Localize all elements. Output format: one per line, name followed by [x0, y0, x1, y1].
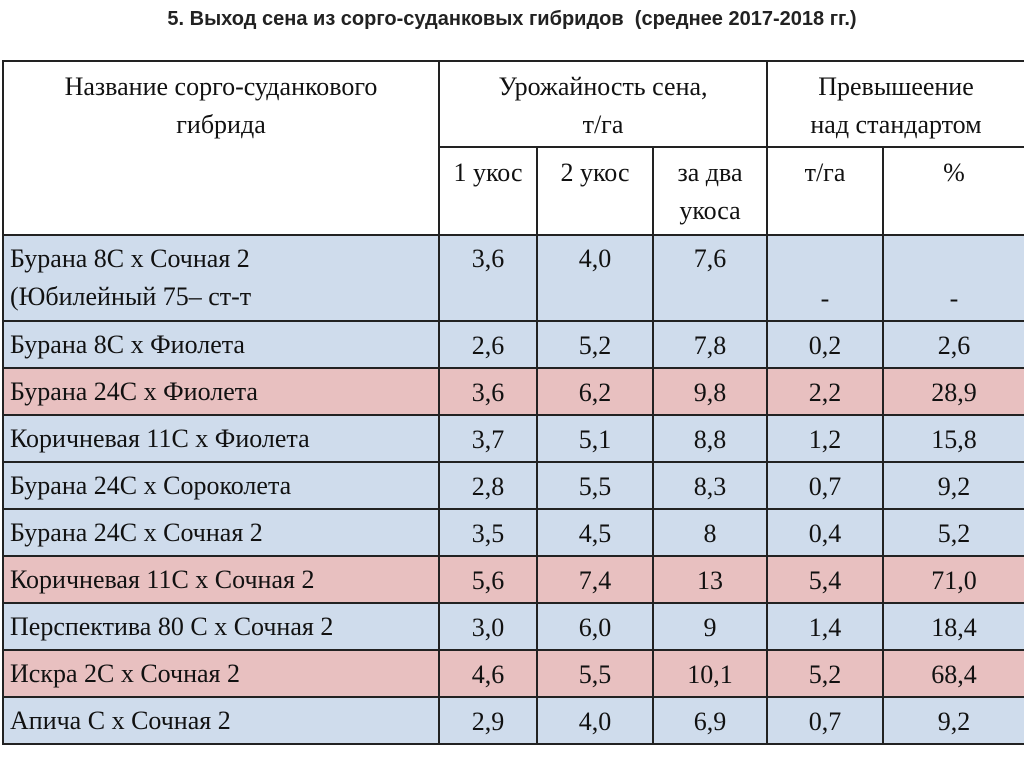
excess-tha-cell: 0,7 — [766, 696, 884, 745]
excess-percent-cell: 2,6 — [881, 320, 1024, 369]
cut-2-cell: 4,0 — [536, 696, 654, 745]
excess-percent-cell: 9,2 — [881, 461, 1024, 510]
hybrid-name-cell: Бурана 8С х Фиолета — [2, 320, 440, 369]
excess-percent-cell: 5,2 — [881, 508, 1024, 557]
two-cuts-total-cell: 8,3 — [652, 461, 768, 510]
two-cuts-total-cell: 8,8 — [652, 414, 768, 463]
hybrid-name-cell: Бурана 8С х Сочная 2 (Юбилейный 75– ст-т — [2, 234, 440, 322]
table-row: Бурана 8С х Фиолета 2,6 5,2 7,8 0,2 2,6 — [2, 320, 1024, 369]
cut-2-cell: 6,2 — [536, 367, 654, 416]
hybrid-name-line: Перспектива 80 С х Сочная 2 — [10, 612, 334, 641]
header-cut-1: 1 укос — [438, 146, 538, 236]
cut-2-cell: 4,0 — [536, 234, 654, 322]
excess-percent-cell: 71,0 — [881, 555, 1024, 604]
excess-percent-cell: 68,4 — [881, 649, 1024, 698]
excess-tha-cell: 5,4 — [766, 555, 884, 604]
hybrid-name-line: Бурана 24С х Фиолета — [10, 377, 258, 406]
hybrid-name-cell: Коричневая 11С х Фиолета — [2, 414, 440, 463]
hybrid-name-line: Искра 2С х Сочная 2 — [10, 659, 240, 688]
table-row: Апича С х Сочная 2 2,9 4,0 6,9 0,7 9,2 — [2, 696, 1024, 745]
cut-2-cell: 5,2 — [536, 320, 654, 369]
cut-2-cell: 4,5 — [536, 508, 654, 557]
two-cuts-total-cell: 8 — [652, 508, 768, 557]
cut-1-cell: 2,9 — [438, 696, 538, 745]
hybrid-name-line: Апича С х Сочная 2 — [10, 706, 231, 735]
excess-tha-cell: - — [766, 234, 884, 322]
excess-tha-cell: 0,2 — [766, 320, 884, 369]
table-row: Коричневая 11С х Сочная 2 5,6 7,4 13 5,4 71,0 — [2, 555, 1024, 604]
excess-tha-cell: 0,4 — [766, 508, 884, 557]
two-cuts-total-cell: 9 — [652, 602, 768, 651]
table-row: Искра 2С х Сочная 2 4,6 5,5 10,1 5,2 68,4 — [2, 649, 1024, 698]
header-two-cuts: за два укоса — [652, 146, 768, 236]
hybrid-name-line: Бурана 24С х Сороколета — [10, 471, 292, 500]
hybrid-name-cell: Коричневая 11С х Сочная 2 — [2, 555, 440, 604]
excess-percent-cell: 28,9 — [881, 367, 1024, 416]
hybrid-name-cell: Искра 2С х Сочная 2 — [2, 649, 440, 698]
hybrid-name-line: Бурана 8С х Сочная 2 — [10, 244, 250, 273]
hybrid-name-line: (Юбилейный 75– ст-т — [10, 282, 252, 311]
cut-1-cell: 5,6 — [438, 555, 538, 604]
hybrid-name-line: Бурана 24С х Сочная 2 — [10, 518, 263, 547]
cut-2-cell: 5,1 — [536, 414, 654, 463]
cut-1-cell: 3,6 — [438, 367, 538, 416]
excess-tha-cell: 0,7 — [766, 461, 884, 510]
table-row: Бурана 24С х Фиолета 3,6 6,2 9,8 2,2 28,9 — [2, 367, 1024, 416]
table-row: Бурана 24С х Сороколета 2,8 5,5 8,3 0,7 9,2 — [2, 461, 1024, 510]
hybrid-name-cell: Бурана 24С х Фиолета — [2, 367, 440, 416]
cut-2-cell: 5,5 — [536, 461, 654, 510]
cut-1-cell: 2,8 — [438, 461, 538, 510]
cut-2-cell: 7,4 — [536, 555, 654, 604]
hybrid-name-line: Бурана 8С х Фиолета — [10, 330, 245, 359]
header-hybrid-name: Название сорго-суданкового гибрида — [2, 60, 440, 236]
hybrid-name-cell: Апича С х Сочная 2 — [2, 696, 440, 745]
hybrid-name-line: Коричневая 11С х Фиолета — [10, 424, 310, 453]
two-cuts-total-cell: 7,8 — [652, 320, 768, 369]
header-excess-tha: т/га — [766, 146, 884, 236]
header-excess-percent: % — [881, 146, 1024, 236]
excess-tha-cell: 5,2 — [766, 649, 884, 698]
two-cuts-total-cell: 13 — [652, 555, 768, 604]
table-body: Бурана 8С х Сочная 2 (Юбилейный 75– ст-т 3… — [2, 234, 1024, 745]
two-cuts-total-cell: 6,9 — [652, 696, 768, 745]
cut-1-cell: 4,6 — [438, 649, 538, 698]
two-cuts-total-cell: 10,1 — [652, 649, 768, 698]
excess-tha-cell: 2,2 — [766, 367, 884, 416]
cut-1-cell: 3,0 — [438, 602, 538, 651]
hybrid-name-cell: Бурана 24С х Сочная 2 — [2, 508, 440, 557]
hybrid-name-cell: Перспектива 80 С х Сочная 2 — [2, 602, 440, 651]
excess-tha-cell: 1,4 — [766, 602, 884, 651]
cut-2-cell: 5,5 — [536, 649, 654, 698]
cut-1-cell: 3,6 — [438, 234, 538, 322]
excess-percent-cell: 18,4 — [881, 602, 1024, 651]
excess-tha-cell: 1,2 — [766, 414, 884, 463]
excess-percent-cell: - — [881, 234, 1024, 322]
table-row: Бурана 8С х Сочная 2 (Юбилейный 75– ст-т 3… — [2, 234, 1024, 322]
cut-1-cell: 3,5 — [438, 508, 538, 557]
table-row: Перспектива 80 С х Сочная 2 3,0 6,0 9 1,4 18,… — [2, 602, 1024, 651]
two-cuts-total-cell: 9,8 — [652, 367, 768, 416]
hay-yield-table: Название сорго-суданкового гибрида Урожа… — [2, 60, 1024, 745]
excess-percent-cell: 15,8 — [881, 414, 1024, 463]
two-cuts-total-cell: 7,6 — [652, 234, 768, 322]
table-row: Бурана 24С х Сочная 2 3,5 4,5 8 0,4 5,2 — [2, 508, 1024, 557]
header-row-2: 1 укос 2 укос за два укоса т/га % — [3, 146, 1024, 236]
excess-percent-cell: 9,2 — [881, 696, 1024, 745]
cut-1-cell: 2,6 — [438, 320, 538, 369]
table-row: Коричневая 11С х Фиолета 3,7 5,1 8,8 1,2 15,8 — [2, 414, 1024, 463]
header-row-1: Название сорго-суданкового гибрида Урожа… — [2, 60, 1024, 236]
hybrid-name-line: Коричневая 11С х Сочная 2 — [10, 565, 315, 594]
header-hay-yield: Урожайность сена, т/га — [438, 60, 768, 148]
header-excess-over-standard: Превышеение над стандартом — [765, 60, 1024, 148]
cut-1-cell: 3,7 — [438, 414, 538, 463]
cut-2-cell: 6,0 — [536, 602, 654, 651]
header-cut-2: 2 укос — [536, 146, 654, 236]
hybrid-name-cell: Бурана 24С х Сороколета — [2, 461, 440, 510]
page-title: 5. Выход сена из сорго-суданковых гибрид… — [167, 8, 857, 30]
